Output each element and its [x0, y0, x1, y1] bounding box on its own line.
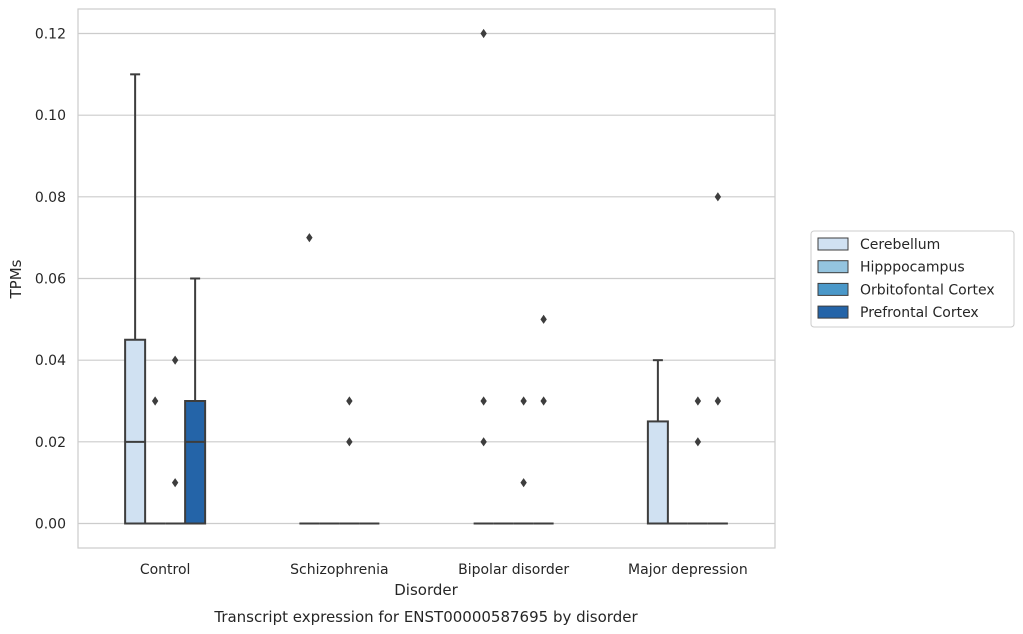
outlier-point [520, 396, 527, 406]
legend-label: Hipppocampus [860, 260, 965, 276]
x-tick-label: Control [140, 562, 191, 578]
box-group [687, 396, 708, 525]
box-group [513, 396, 534, 525]
box-group [707, 192, 728, 525]
legend-label: Cerebellum [860, 237, 940, 253]
outlier-point [540, 314, 547, 324]
outlier-point [520, 478, 527, 488]
box-group [165, 355, 186, 525]
box-layer [124, 28, 728, 525]
box [646, 420, 669, 525]
outlier-point [480, 437, 487, 447]
box-group [124, 73, 147, 525]
legend: Cerebellum Hipppocampus Orbitofontal Corte… [810, 230, 1015, 328]
outlier-point [694, 437, 702, 447]
y-tick-labels: 0.00 0.02 0.04 0.06 0.08 0.10 0.12 [35, 27, 66, 533]
legend-label: Prefrontal Cortex [860, 305, 979, 321]
x-tick-label: Bipolar disorder [458, 562, 569, 578]
box [124, 338, 147, 525]
box-group [473, 28, 494, 525]
outlier-point [480, 396, 487, 406]
y-tick-label: 0.04 [35, 353, 66, 369]
outlier-point [480, 28, 487, 39]
y-axis-label: TPMs [7, 259, 25, 299]
outlier-point [714, 192, 722, 202]
x-tick-label: Schizophrenia [290, 562, 388, 578]
outlier-point [306, 233, 313, 243]
box-group [184, 277, 207, 525]
outlier-point [151, 396, 159, 406]
box-group [299, 233, 320, 525]
x-axis-label: Disorder [394, 581, 458, 599]
box-group [145, 396, 166, 525]
x-tick-labels: Control Schizophrenia Bipolar disorder Majo… [140, 562, 748, 578]
legend-swatch [817, 237, 849, 251]
outlier-point [714, 396, 722, 406]
legend-label: Orbitofontal Cortex [860, 282, 995, 298]
box-group [339, 396, 360, 525]
legend-frame [810, 230, 1015, 328]
box [184, 400, 207, 525]
outlier-point [346, 396, 353, 406]
legend-items: Cerebellum Hipppocampus Orbitofontal Corte… [817, 237, 995, 321]
box-group [646, 359, 669, 525]
legend-swatch [817, 305, 849, 319]
outlier-point [171, 478, 179, 488]
y-tick-label: 0.00 [35, 517, 66, 533]
y-tick-label: 0.06 [35, 272, 66, 288]
y-tick-label: 0.12 [35, 27, 66, 43]
y-tick-label: 0.02 [35, 435, 66, 451]
y-tick-label: 0.10 [35, 108, 66, 124]
grid-lines [78, 32, 775, 525]
outlier-point [346, 437, 353, 447]
x-tick-label: Major depression [628, 562, 748, 578]
outlier-point [171, 355, 179, 365]
box-group [533, 314, 554, 525]
legend-swatch [817, 260, 849, 274]
outlier-point [694, 396, 702, 406]
y-tick-label: 0.08 [35, 190, 66, 206]
legend-swatch [817, 282, 849, 296]
chart-caption: Transcript expression for ENST0000058769… [213, 608, 638, 626]
plot-frame [77, 8, 776, 549]
outlier-point [540, 396, 547, 406]
